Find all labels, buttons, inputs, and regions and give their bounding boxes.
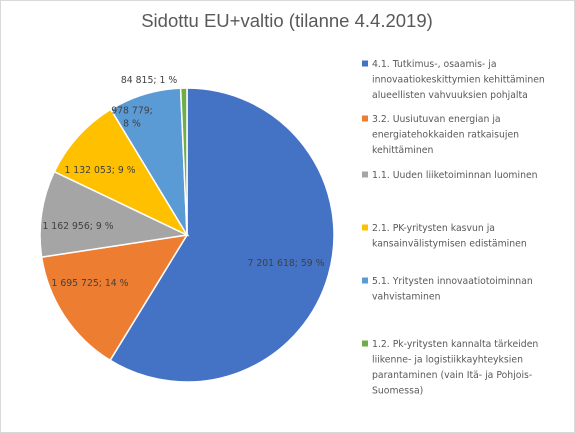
legend-label: 4.1. Tutkimus-, osaamis- ja innovaatiokes… (372, 59, 545, 101)
legend-label: 1.1. Uuden liiketoiminnan luominen (372, 170, 538, 181)
pie-slice (109, 87, 335, 383)
legend-entry: 2.1. PK-yritysten kasvun ja kansainvälist… (362, 223, 527, 250)
slice-data-label: 7 201 618; 59 % (247, 258, 324, 269)
chart-title: Sidottu EU+valtio (tilanne 4.4.2019) (141, 10, 433, 31)
legend-swatch (362, 224, 368, 231)
legend-swatch (362, 277, 368, 284)
slice-data-label: 1 132 053; 9 % (64, 165, 135, 176)
pie-slice (39, 170, 190, 258)
data-labels: 7 201 618; 59 % 1 695 725; 14 % 1 162 956;… (42, 75, 324, 289)
pie-slice (179, 87, 188, 236)
slice-data-label: 978 779; 8 % (111, 106, 153, 130)
slice-data-label: 1 695 725; 14 % (51, 278, 128, 289)
legend-entry: 1.2. Pk-yritysten kannalta tärkeiden liik… (362, 339, 538, 397)
legend-swatch (362, 115, 368, 122)
pie-slice (53, 108, 189, 237)
pie-slice (40, 234, 189, 362)
pie-slices (39, 87, 335, 383)
legend-entry: 3.2. Uusiutuvan energian ja energiatehokk… (362, 114, 519, 156)
legend-entry: 4.1. Tutkimus-, osaamis- ja innovaatiokes… (362, 59, 545, 101)
legend-swatch (362, 340, 368, 347)
legend-entry: 1.1. Uuden liiketoiminnan luominen (362, 170, 538, 181)
legend-label: 2.1. PK-yritysten kasvun ja kansainvälist… (372, 223, 527, 250)
legend-label: 3.2. Uusiutuvan energian ja energiatehokk… (372, 114, 519, 156)
legend-entry: 5.1. Yritysten innovaatiotoiminnan vahvis… (362, 276, 533, 303)
slice-data-label: 1 162 956; 9 % (42, 221, 113, 232)
legend-label: 1.2. Pk-yritysten kannalta tärkeiden liik… (372, 339, 538, 397)
legend-swatch (362, 60, 368, 67)
legend-label: 5.1. Yritysten innovaatiotoiminnan vahvis… (372, 276, 533, 303)
legend: 4.1. Tutkimus-, osaamis- ja innovaatiokes… (362, 59, 545, 397)
legend-swatch (362, 171, 368, 178)
slice-data-label: 84 815; 1 % (121, 75, 177, 86)
